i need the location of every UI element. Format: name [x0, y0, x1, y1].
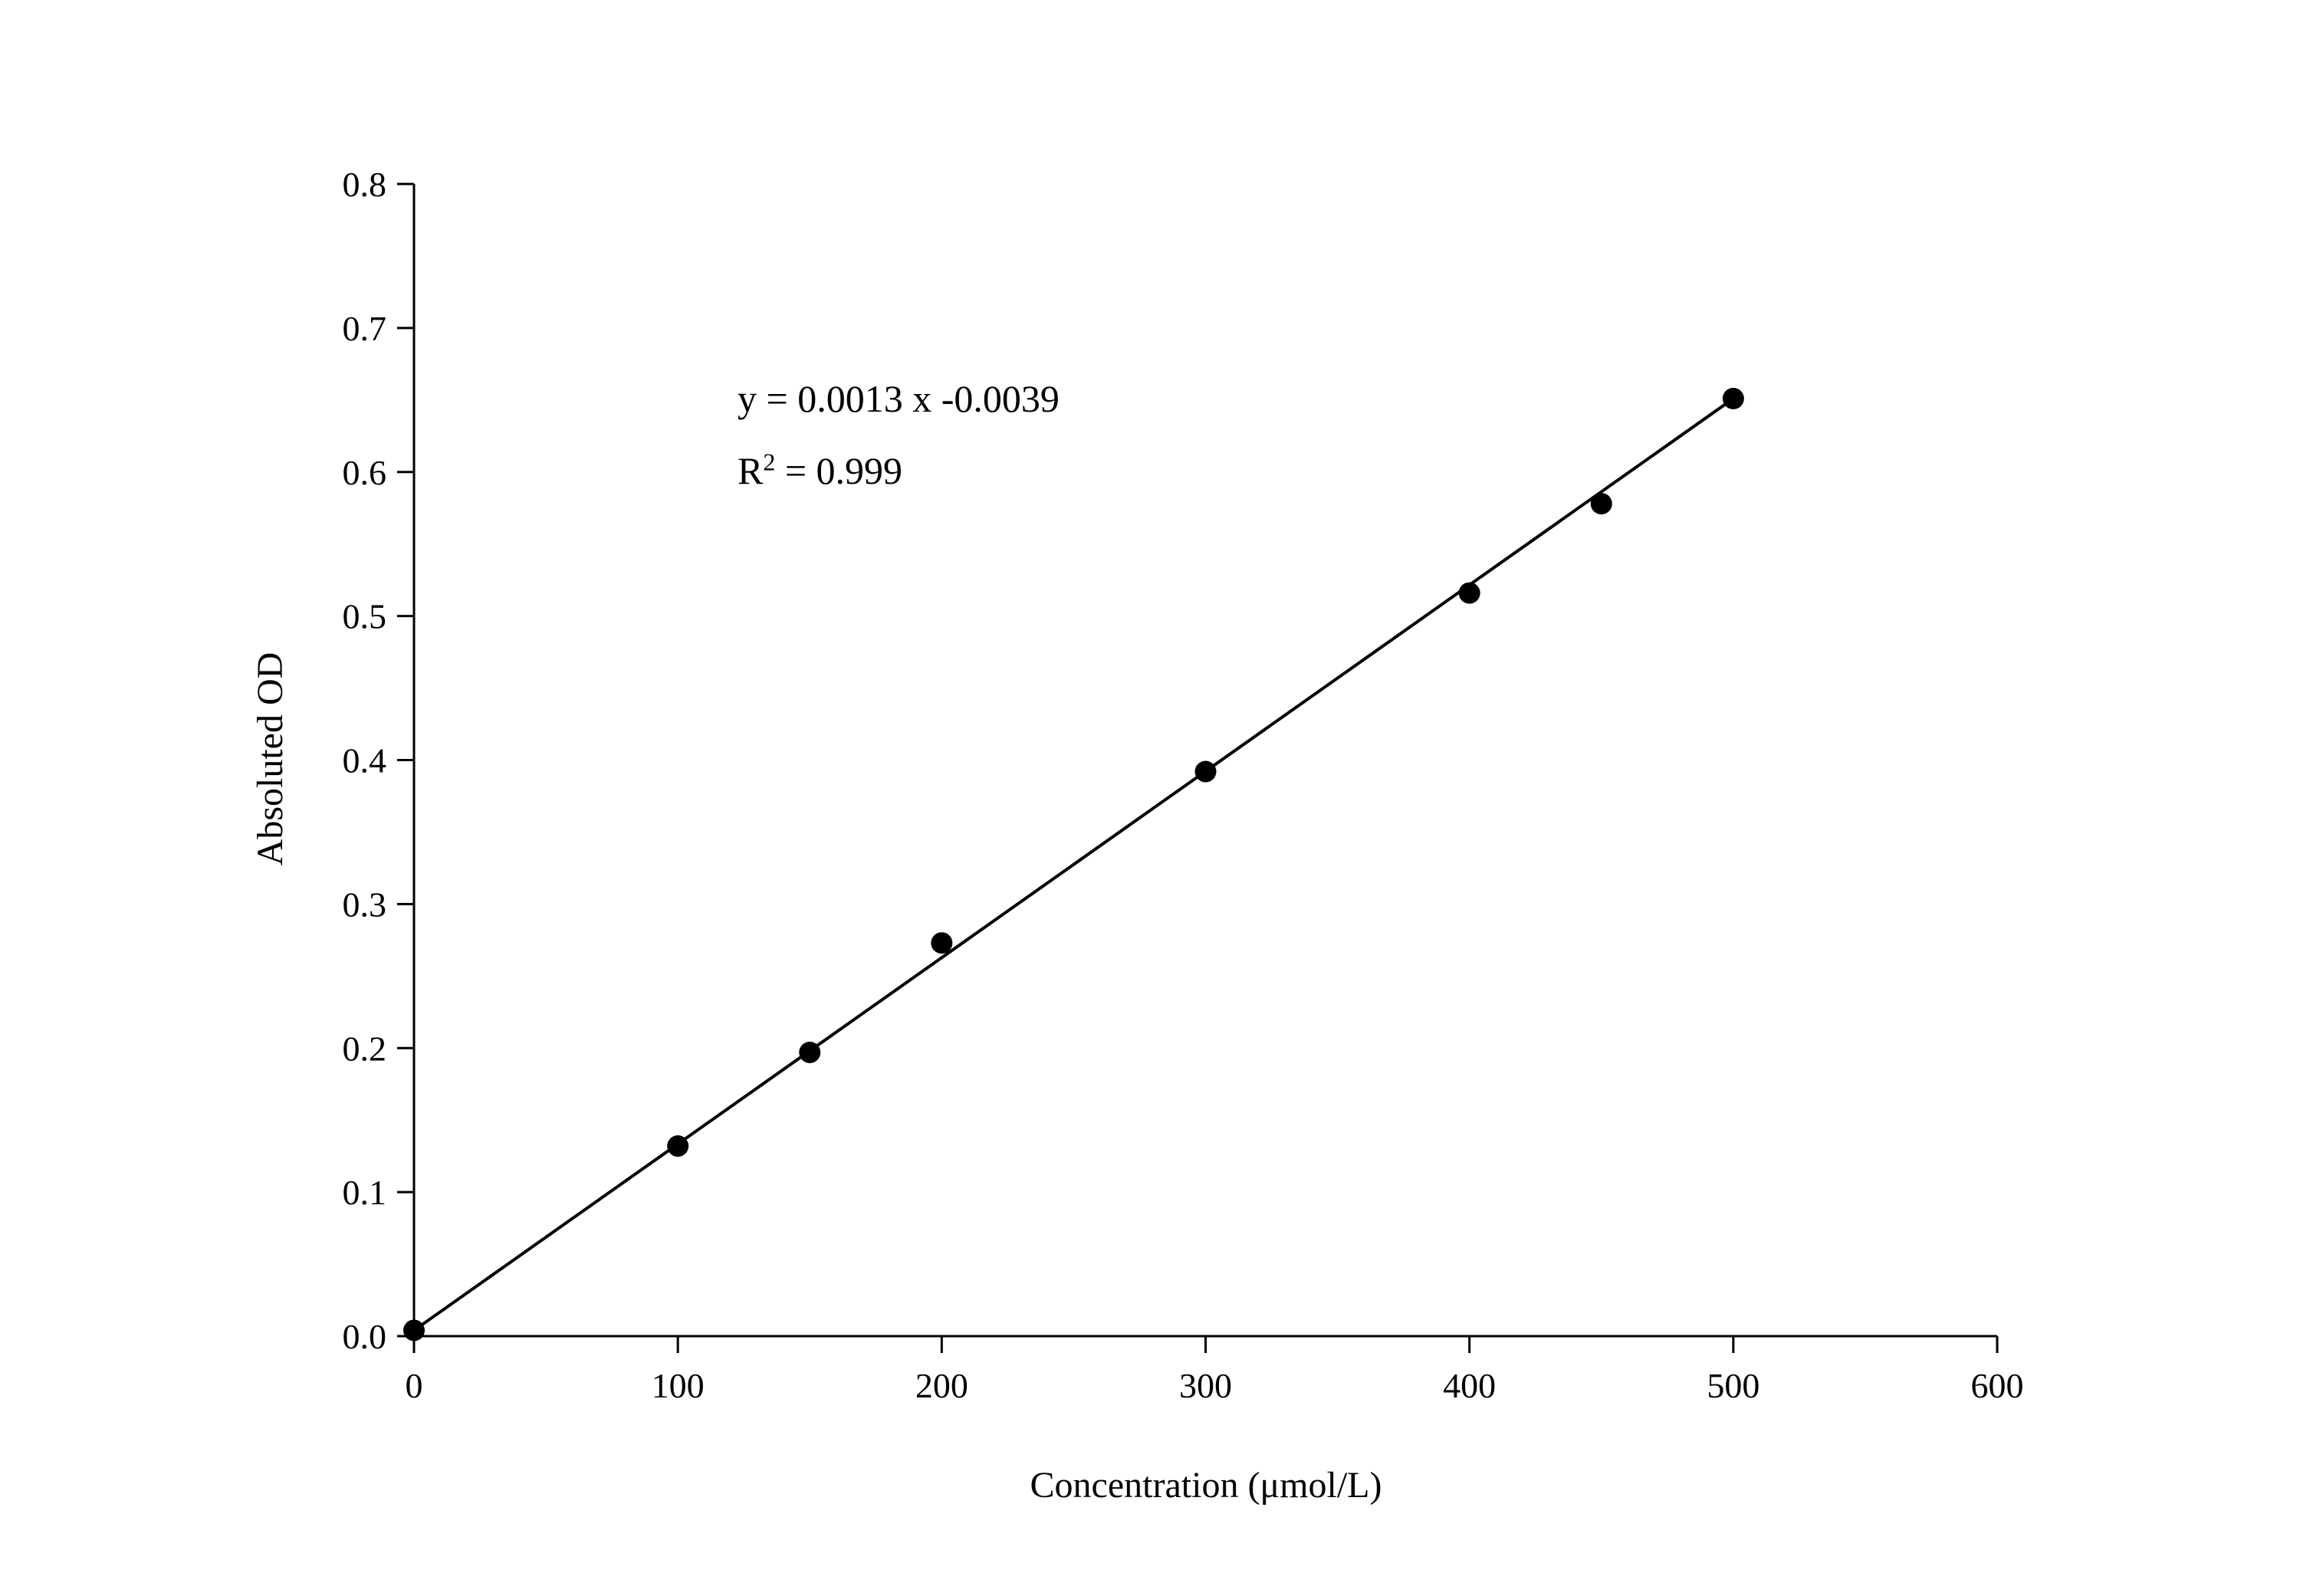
- y-tick-label: 0.3: [343, 885, 387, 924]
- fit-line: [412, 397, 1734, 1332]
- fit-equation-label: y = 0.0013 x -0.0039: [738, 377, 1060, 420]
- y-axis-title: Absoluted OD: [250, 652, 291, 866]
- data-point: [403, 1319, 425, 1341]
- x-tick-label: 600: [1971, 1366, 2024, 1405]
- x-tick-label: 200: [915, 1366, 968, 1405]
- x-tick-label: 400: [1443, 1366, 1496, 1405]
- x-tick-label: 500: [1707, 1366, 1760, 1405]
- x-axis-title: Concentration (μmol/L): [1030, 1465, 1382, 1506]
- y-tick-label: 0.2: [343, 1029, 387, 1068]
- y-tick-label: 0.7: [343, 309, 387, 348]
- x-tick-label: 300: [1179, 1366, 1232, 1405]
- y-tick-label: 0.1: [343, 1173, 387, 1212]
- y-tick-label: 0.8: [343, 165, 387, 204]
- r-squared-value: = 0.999: [775, 449, 903, 492]
- r-squared-label: R2 = 0.999: [738, 449, 1060, 492]
- data-point: [667, 1135, 689, 1158]
- y-tick-label: 0.0: [343, 1317, 387, 1356]
- data-point: [799, 1041, 821, 1063]
- y-tick-label: 0.5: [343, 597, 387, 636]
- r-squared-exponent: 2: [763, 448, 776, 476]
- data-point: [931, 932, 953, 954]
- y-tick-label: 0.4: [343, 741, 387, 780]
- fit-annotation: y = 0.0013 x -0.0039 R2 = 0.999: [738, 379, 1060, 524]
- data-point: [1722, 387, 1744, 409]
- x-tick-label: 100: [652, 1366, 705, 1405]
- data-point: [1194, 760, 1217, 783]
- data-point: [1590, 493, 1612, 515]
- x-tick-label: 0: [406, 1366, 423, 1405]
- y-tick-label: 0.6: [343, 453, 387, 492]
- r-squared-base: R: [738, 449, 764, 492]
- data-point: [1458, 582, 1480, 604]
